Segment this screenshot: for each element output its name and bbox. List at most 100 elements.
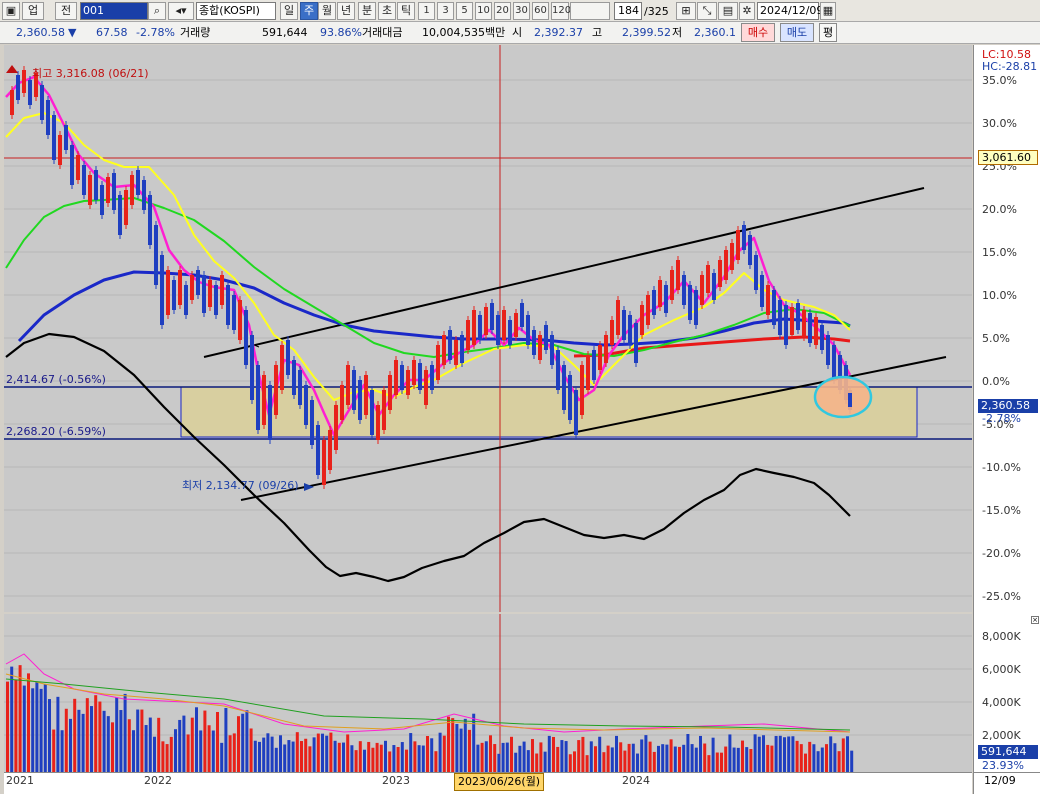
volume-chart[interactable] (4, 614, 972, 772)
search-icon[interactable]: ⌕ (148, 2, 166, 20)
volume-bar (43, 684, 47, 772)
candle-body (106, 177, 110, 203)
volume-bar (18, 665, 22, 772)
candle-body (28, 80, 32, 105)
buy-button[interactable]: 매수 (741, 23, 775, 42)
volume-bar (220, 742, 224, 772)
interval-button-60[interactable]: 60 (532, 2, 549, 20)
volume-bar (778, 735, 782, 772)
candle-body (184, 285, 188, 315)
volume-bar (442, 735, 446, 772)
drawing-tool-icon[interactable]: ⤡ (697, 2, 717, 20)
last-candle (848, 393, 852, 407)
volume-bar (274, 747, 278, 772)
candle-body (70, 145, 74, 185)
candle-body (712, 273, 716, 300)
custom-interval-select[interactable] (570, 2, 610, 20)
volume-bar (724, 746, 728, 772)
volume-bar (417, 745, 421, 772)
candle-body (136, 170, 140, 195)
period-tab-4[interactable]: 분 (358, 2, 376, 20)
year-label: 2021 (6, 774, 34, 787)
volume-bar (783, 737, 786, 772)
candle-body (160, 255, 164, 325)
volume-bar (468, 729, 471, 772)
volume-bar (657, 745, 660, 772)
candle-body (412, 360, 416, 385)
volume-bar (665, 744, 669, 772)
candle-body (688, 285, 692, 320)
interval-button-120[interactable]: 120 (551, 2, 571, 20)
volume-bar (136, 709, 140, 772)
volume-bar (85, 698, 89, 772)
close-pane-icon[interactable]: × (1031, 616, 1039, 624)
volume-bar (552, 736, 555, 772)
candle-body (124, 190, 128, 225)
code-input[interactable]: 001 (80, 2, 148, 20)
candle-body (670, 270, 674, 300)
volume-bar (228, 735, 232, 772)
volume-ma20 (5, 678, 851, 731)
eval-button[interactable]: 평 (819, 23, 837, 42)
period-tab-3[interactable]: 년 (337, 2, 355, 20)
price-chart[interactable]: 2,414.67 (-0.56%) 2,268.20 (-6.59%) 최고 3… (4, 45, 972, 612)
candle-body (652, 290, 656, 315)
volume-bar (367, 741, 371, 772)
volume-bar (820, 747, 824, 772)
volume-bar (463, 718, 467, 772)
volume-bar (232, 733, 236, 772)
volume-bar (497, 753, 501, 772)
candle-body (766, 285, 770, 315)
period-tab-0[interactable]: 일 (280, 2, 298, 20)
volume-bar (178, 719, 182, 772)
interval-button-1[interactable]: 1 (418, 2, 435, 20)
pct-tick-label: 10.0% (982, 289, 1017, 302)
interval-button-20[interactable]: 20 (494, 2, 511, 20)
calendar-icon[interactable]: ▦ (820, 2, 836, 20)
volume-bar (249, 728, 253, 772)
candle-body (340, 385, 344, 420)
period-tab-1[interactable]: 주 (300, 2, 318, 20)
sell-button[interactable]: 매도 (780, 23, 814, 42)
count-input[interactable]: 184 (614, 2, 642, 20)
interval-button-5[interactable]: 5 (456, 2, 473, 20)
period-tab-2[interactable]: 월 (318, 2, 336, 20)
reference-price-tag: 3,061.60 (978, 150, 1038, 165)
index-name-field[interactable]: 종합(KOSPI) (196, 2, 276, 20)
volume-bar (279, 735, 282, 772)
candle-body (166, 270, 170, 315)
pct-tick-label: 20.0% (982, 203, 1017, 216)
interval-button-30[interactable]: 30 (513, 2, 530, 20)
candle-body (460, 335, 464, 363)
volume-bar (699, 735, 702, 772)
date-input[interactable]: 2024/12/09 (757, 2, 823, 20)
prev-button[interactable]: 전 (55, 2, 77, 20)
volume-bar (825, 744, 828, 772)
volume-bar (715, 752, 719, 772)
interval-button-3[interactable]: 3 (437, 2, 454, 20)
interval-button-10[interactable]: 10 (475, 2, 492, 20)
chart-settings-icon[interactable]: ▣ (2, 2, 20, 20)
volume-bar (69, 718, 72, 772)
period-tab-5[interactable]: 초 (378, 2, 396, 20)
gear-icon[interactable]: ✲ (739, 2, 755, 20)
candle-body (430, 365, 434, 390)
volume-bar (682, 744, 686, 772)
candle-body (352, 370, 356, 410)
volume-bar (547, 735, 551, 772)
volume-bar (111, 722, 114, 772)
period-tab-6[interactable]: 틱 (397, 2, 415, 20)
support-level-label-1: 2,414.67 (-0.56%) (6, 373, 106, 386)
current-pct-tag: -2.78% (982, 412, 1021, 425)
candle-type-icon[interactable]: ⊞ (676, 2, 696, 20)
save-icon[interactable]: ▤ (718, 2, 738, 20)
volume-bar (64, 708, 68, 772)
volume-bar (447, 716, 450, 772)
volume-bar (850, 750, 854, 772)
volume-bar (211, 730, 215, 772)
volume-bar (640, 739, 644, 772)
candle-body (586, 355, 590, 390)
sound-icon[interactable]: ◂▾ (168, 2, 194, 20)
industry-button[interactable]: 업 (22, 2, 44, 20)
candle-body (190, 275, 194, 300)
